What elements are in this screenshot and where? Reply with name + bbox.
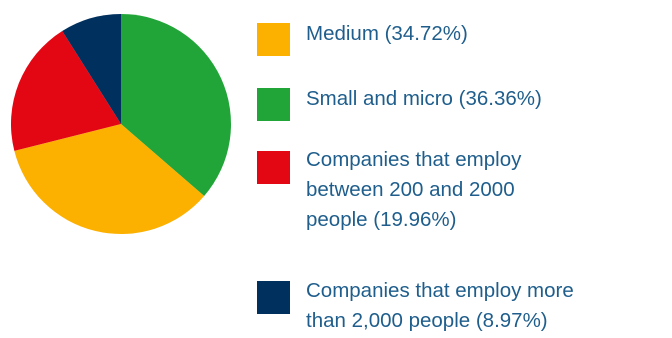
legend-swatch-2000-plus [257,281,290,314]
legend-label-line: people (19.96%) [306,208,457,231]
legend-swatch-medium [257,23,290,56]
legend-label-2000-plus: Companies that employ more than 2,000 pe… [306,276,574,336]
pie-slice-small-micro [121,14,231,196]
legend-label-line: than 2,000 people (8.97%) [306,309,548,332]
legend-label-200-2000: Companies that employ between 200 and 20… [306,145,521,235]
legend-label-line: Companies that employ more [306,279,574,302]
pie-slice-200-2000 [11,31,121,151]
legend-label-line: Small and micro (36.36%) [306,87,542,110]
pie-chart [11,14,231,234]
legend: Medium (34.72%) Small and micro (36.36%)… [257,0,672,338]
legend-label-small-micro: Small and micro (36.36%) [306,84,542,114]
legend-swatch-200-2000 [257,151,290,184]
legend-label-line: Companies that employ [306,148,522,171]
legend-label-line: between 200 and 2000 [306,178,515,201]
legend-swatch-small-micro [257,88,290,121]
legend-label-medium: Medium (34.72%) [306,19,468,49]
legend-label-line: Medium (34.72%) [306,22,468,45]
pie-slice-medium [14,124,205,234]
pie-slice-2000-plus [62,14,121,124]
